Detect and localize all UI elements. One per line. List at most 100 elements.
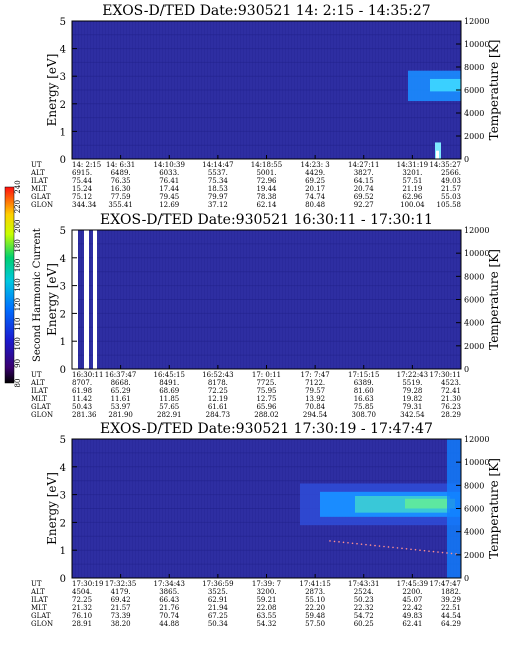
table-cell: 21.94 [208, 604, 229, 612]
table-cell: 49.03 [441, 177, 461, 185]
table-cell: 21.57 [111, 604, 131, 612]
temperature-point [360, 543, 363, 545]
table-cell: 11.42 [72, 395, 92, 403]
table-cell: 11.85 [159, 395, 179, 403]
table-cell: 62.41 [402, 620, 422, 628]
row-label: ILAT [31, 387, 48, 395]
table-cell: 4429. [305, 169, 325, 177]
y2-tick-label: 2000 [464, 342, 484, 351]
temperature-point [437, 551, 439, 553]
row-label: GLON [31, 201, 53, 209]
table-cell: 8707. [72, 379, 92, 387]
table-cell: 17: 0:11 [252, 371, 281, 379]
row-label: ILAT [31, 596, 48, 604]
table-cell: 282.91 [157, 411, 182, 419]
table-cell: 75.44 [72, 177, 93, 185]
table-cell: 100.04 [400, 201, 425, 209]
y-tick-label: 3 [60, 72, 66, 83]
data-gap [84, 230, 89, 369]
table-cell: 22.42 [402, 604, 422, 612]
table-cell: 57.65 [159, 403, 179, 411]
table-cell: 17:43:31 [348, 580, 379, 588]
heatmap-feature [405, 498, 455, 509]
table-cell: 2200. [402, 588, 422, 596]
y2-tick-label: 6000 [464, 505, 484, 514]
table-cell: 74.74 [305, 193, 326, 201]
colorbar-tick-label: 110 [14, 318, 22, 331]
table-cell: 22.20 [305, 604, 325, 612]
table-cell: 12.75 [256, 395, 276, 403]
y2-tick-label: 12000 [464, 17, 489, 26]
colorbar: 80 90 100 110 120 140 160 180 200 220 240 Second H… [4, 180, 43, 387]
table-cell: 13.92 [305, 395, 325, 403]
table-cell: 72.41 [441, 387, 461, 395]
y2-tick-label: 4000 [464, 319, 484, 328]
table-cell: 5001. [256, 169, 276, 177]
y2-tick-label: 8000 [464, 481, 484, 490]
table-cell: 17:41:15 [299, 580, 330, 588]
colorbar-ticks: 80 90 100 110 120 140 160 180 200 220 240 [14, 180, 22, 387]
table-cell: 69.52 [354, 193, 374, 201]
y2-tick-label: 2000 [464, 132, 484, 141]
row-label: GLON [31, 620, 53, 628]
table-cell: 11.61 [111, 395, 131, 403]
temperature-point [365, 543, 367, 546]
row-label: ALT [30, 169, 45, 177]
y2-tick-label: 0 [464, 574, 469, 583]
row-label: MLT [31, 185, 47, 193]
data-gap [93, 230, 97, 369]
table-cell: 14: 6:31 [106, 161, 135, 169]
colorbar-tick-label: 240 [14, 180, 22, 193]
table-cell: 14:23: 3 [301, 161, 330, 169]
y-tick-label: 1 [60, 127, 66, 138]
table-cell: 70.84 [305, 403, 326, 411]
table-cell: 14:31:19 [397, 161, 428, 169]
y-tick-label: 0 [60, 574, 66, 585]
table-cell: 55.10 [305, 596, 325, 604]
y2-tick-label: 8000 [464, 63, 484, 72]
table-cell: 284.73 [206, 411, 231, 419]
table-cell: 78.38 [256, 193, 276, 201]
temperature-point [342, 541, 345, 544]
table-cell: 18.53 [208, 185, 228, 193]
temperature-point [423, 549, 426, 552]
table-cell: 12.19 [208, 395, 228, 403]
colorbar-tick-label: 200 [14, 220, 22, 233]
temperature-point [392, 546, 394, 549]
table-cell: 2566. [441, 169, 461, 177]
row-label: GLAT [31, 612, 51, 620]
y2-tick-label: 8000 [464, 272, 484, 281]
table-cell: 21.57 [441, 185, 461, 193]
table-cell: 16:45:15 [154, 371, 185, 379]
table-cell: 20.17 [305, 185, 325, 193]
table-cell: 14:14:47 [202, 161, 233, 169]
table-cell: 57.51 [402, 177, 422, 185]
table-cell: 65.96 [256, 403, 277, 411]
table-cell: 21.32 [72, 604, 92, 612]
table-cell: 64.29 [441, 620, 461, 628]
table-cell: 14:18:55 [251, 161, 282, 169]
table-cell: 22.51 [441, 604, 461, 612]
table-cell: 16:30:11 [72, 371, 103, 379]
table-cell: 69.42 [111, 596, 131, 604]
table-cell: 72.96 [256, 177, 277, 185]
panel-title: EXOS-D/TED Date:930521 16:30:11 - 17:30:… [100, 212, 433, 228]
table-cell: 4504. [72, 588, 92, 596]
table-cell: 61.98 [72, 387, 92, 395]
y-tick-label: 2 [60, 100, 66, 111]
y2-tick-label: 4000 [464, 109, 484, 118]
table-cell: 72.25 [208, 387, 228, 395]
table-cell: 66.43 [159, 596, 179, 604]
table-cell: 45.07 [402, 596, 422, 604]
temperature-point [414, 548, 417, 551]
y2-tick-label: 0 [464, 365, 469, 374]
y2-tick-label: 6000 [464, 296, 484, 305]
panel-title: EXOS-D/TED Date:930521 14: 2:15 - 14:35:… [102, 3, 430, 19]
table-cell: 17:30:11 [430, 371, 461, 379]
colorbar-tick-label: 140 [14, 278, 22, 291]
table-cell: 344.34 [72, 201, 97, 209]
colorbar-tick-label: 220 [14, 200, 22, 213]
table-cell: 76.35 [111, 177, 131, 185]
table-cell: 5519. [402, 379, 422, 387]
table-cell: 16.63 [354, 395, 374, 403]
